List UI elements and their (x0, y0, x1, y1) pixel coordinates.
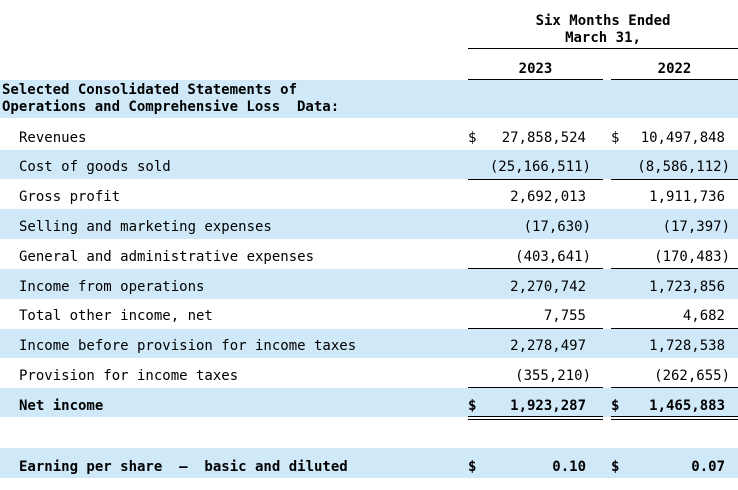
header-rule (468, 48, 738, 49)
row-band (0, 448, 738, 478)
subtotal-rule-2022 (611, 387, 738, 388)
row-label: Income from operations (19, 279, 205, 295)
row-label: Income before provision for income taxes (19, 338, 357, 354)
subtotal-rule-2023 (468, 387, 603, 388)
total-double-rule-2023 (468, 416, 603, 420)
value-2023: 7,755 (543, 308, 586, 324)
value-2023: (17,630) (523, 219, 591, 235)
total-double-rule-2022 (611, 416, 738, 420)
value-2022: (170,483) (654, 249, 730, 265)
row-label: Earning per share – basic and diluted (19, 459, 348, 475)
row-band (0, 269, 738, 299)
subtotal-rule-2023 (468, 268, 603, 269)
subtotal-rule-2022 (611, 268, 738, 269)
row-band (0, 388, 738, 417)
value-2022: (8,586,112) (637, 159, 730, 175)
subtotal-rule-2023 (468, 179, 603, 180)
row-label: Revenues (19, 130, 87, 146)
currency-symbol: $ (611, 398, 620, 414)
row-label: Total other income, net (19, 308, 213, 324)
row-label: Cost of goods sold (19, 159, 171, 175)
currency-symbol: $ (611, 459, 620, 475)
row-label: Net income (19, 398, 104, 414)
currency-symbol: $ (468, 130, 477, 146)
value-2022: 1,911,736 (649, 189, 725, 205)
subtotal-rule-2022 (611, 179, 738, 180)
value-2023: (25,166,511) (489, 159, 591, 175)
value-2023: 2,278,497 (510, 338, 586, 354)
column-header-rule-2022 (611, 79, 738, 80)
value-2023: 2,270,742 (510, 279, 586, 295)
value-2022: (17,397) (662, 219, 730, 235)
value-2022: 1,723,856 (649, 279, 725, 295)
value-2023: 2,692,013 (510, 189, 586, 205)
value-2022: 4,682 (682, 308, 725, 324)
row-band (0, 329, 738, 358)
row-band (0, 209, 738, 239)
section-title-line2: Operations and Comprehensive Loss Data: (2, 99, 340, 115)
value-2022: 1,728,538 (649, 338, 725, 354)
row-band (0, 150, 738, 179)
currency-symbol: $ (468, 459, 477, 475)
value-2023: (355,210) (515, 368, 591, 384)
value-2022: 10,497,848 (640, 130, 725, 146)
column-header-2022: 2022 (657, 61, 692, 77)
currency-symbol: $ (611, 130, 620, 146)
subtotal-rule-2022 (611, 328, 738, 329)
value-2023: 1,923,287 (510, 398, 586, 414)
value-2022: 0.07 (691, 459, 725, 475)
row-label: General and administrative expenses (19, 249, 315, 265)
subtotal-rule-2023 (468, 328, 603, 329)
column-header-2023: 2023 (518, 61, 553, 77)
section-title-line1: Selected Consolidated Statements of (2, 82, 298, 98)
value-2022: (262,655) (654, 368, 730, 384)
row-label: Gross profit (19, 189, 121, 205)
value-2023: (403,641) (515, 249, 591, 265)
period-header-line1: Six Months Ended (535, 13, 671, 29)
value-2022: 1,465,883 (649, 398, 725, 414)
period-header-line2: March 31, (565, 30, 641, 46)
row-label: Provision for income taxes (19, 368, 239, 384)
value-2023: 27,858,524 (501, 130, 586, 146)
value-2023: 0.10 (552, 459, 586, 475)
currency-symbol: $ (468, 398, 477, 414)
column-header-rule-2023 (468, 79, 603, 80)
section-band (0, 80, 738, 118)
row-label: Selling and marketing expenses (19, 219, 272, 235)
